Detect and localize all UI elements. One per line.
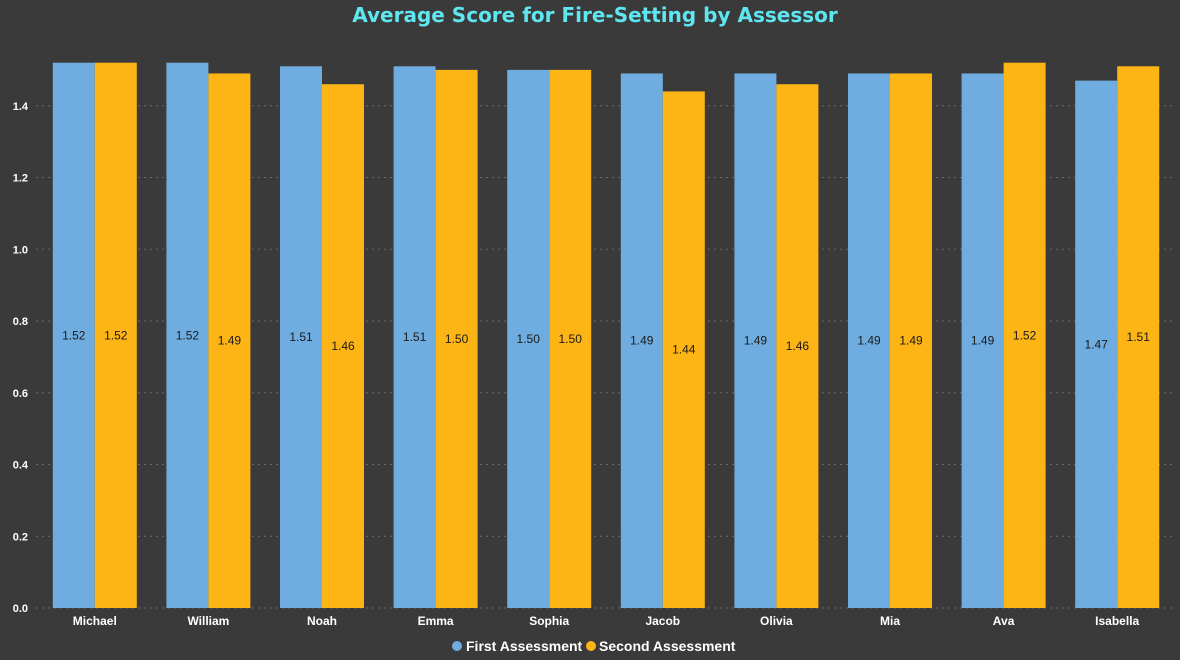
data-labels: 1.52 1.52 1.52 1.49 1.51 1.46 1.51 1.50 1.50 1.50… (62, 328, 1150, 356)
data-label: 1.50 (445, 332, 469, 346)
bar-second-assessment[interactable] (1117, 66, 1160, 609)
bar-second-assessment[interactable] (662, 91, 705, 608)
data-label: 1.51 (1127, 330, 1151, 344)
data-label: 1.49 (857, 334, 881, 348)
x-tick-label: William (187, 614, 229, 628)
data-label: 1.52 (62, 328, 86, 342)
bar-second-assessment[interactable] (549, 69, 592, 608)
x-tick-label: Noah (307, 614, 337, 628)
y-tick-label: 1.4 (13, 101, 29, 113)
data-label: 1.46 (331, 339, 355, 353)
data-label: 1.49 (630, 334, 654, 348)
bar-second-assessment[interactable] (435, 69, 478, 608)
data-label: 1.50 (517, 332, 541, 346)
bar-first-assessment[interactable] (52, 62, 95, 608)
data-label: 1.49 (899, 334, 923, 348)
bar-first-assessment[interactable] (280, 66, 322, 609)
bar-first-assessment[interactable] (166, 62, 209, 608)
bar-second-assessment[interactable] (208, 73, 251, 608)
data-label: 1.49 (971, 334, 995, 348)
data-label: 1.52 (104, 328, 128, 342)
data-label: 1.50 (559, 332, 583, 346)
x-tick-label: Ava (993, 614, 1015, 628)
x-tick-label: Emma (418, 614, 454, 628)
x-tick-label: Sophia (529, 614, 569, 628)
bar-second-assessment[interactable] (322, 84, 364, 609)
x-tick-label: Mia (880, 614, 900, 628)
bar-second-assessment[interactable] (890, 73, 932, 608)
data-label: 1.52 (176, 328, 200, 342)
bar-second-assessment[interactable] (776, 84, 819, 609)
legend-label: Second Assessment (599, 638, 736, 654)
y-tick-label: 0.8 (13, 316, 28, 328)
x-tick-label: Olivia (760, 614, 793, 628)
data-label: 1.44 (672, 343, 696, 357)
bar-first-assessment[interactable] (620, 73, 663, 608)
data-label: 1.47 (1085, 337, 1109, 351)
x-tick-label: Michael (73, 614, 117, 628)
y-tick-label: 0.4 (13, 460, 29, 472)
y-tick-label: 1.2 (13, 173, 28, 185)
legend-label: First Assessment (466, 638, 583, 654)
x-axis: Michael William Noah Emma Sophia Jacob Olivia M… (73, 614, 1140, 628)
legend-item[interactable]: Second Assessment (586, 638, 736, 654)
legend-item[interactable]: First Assessment (452, 638, 583, 654)
bar-first-assessment[interactable] (393, 66, 436, 609)
y-tick-label: 0.0 (13, 603, 28, 615)
data-label: 1.52 (1013, 328, 1037, 342)
data-label: 1.51 (403, 330, 427, 344)
bars (52, 62, 1160, 609)
x-tick-label: Isabella (1095, 614, 1139, 628)
bar-first-assessment[interactable] (848, 73, 890, 608)
legend-marker (452, 641, 462, 651)
data-label: 1.46 (786, 339, 810, 353)
bar-first-assessment[interactable] (1075, 80, 1118, 608)
data-label: 1.49 (744, 334, 768, 348)
bar-first-assessment[interactable] (507, 69, 550, 608)
bar-second-assessment[interactable] (1003, 62, 1046, 608)
bar-second-assessment[interactable] (94, 62, 137, 608)
legend[interactable]: First Assessment Second Assessment (452, 638, 736, 654)
chart-title: Average Score for Fire-Setting by Assess… (352, 3, 838, 27)
y-axis: 0.0 0.2 0.4 0.6 0.8 1.0 1.2 1.4 (13, 101, 29, 615)
y-tick-label: 0.6 (13, 388, 28, 400)
x-tick-label: Jacob (645, 614, 680, 628)
data-label: 1.51 (289, 330, 313, 344)
legend-marker (586, 641, 596, 651)
bar-first-assessment[interactable] (961, 73, 1004, 608)
y-tick-label: 0.2 (13, 531, 28, 543)
y-tick-label: 1.0 (13, 244, 28, 256)
bar-first-assessment[interactable] (734, 73, 777, 608)
data-label: 1.49 (218, 334, 242, 348)
